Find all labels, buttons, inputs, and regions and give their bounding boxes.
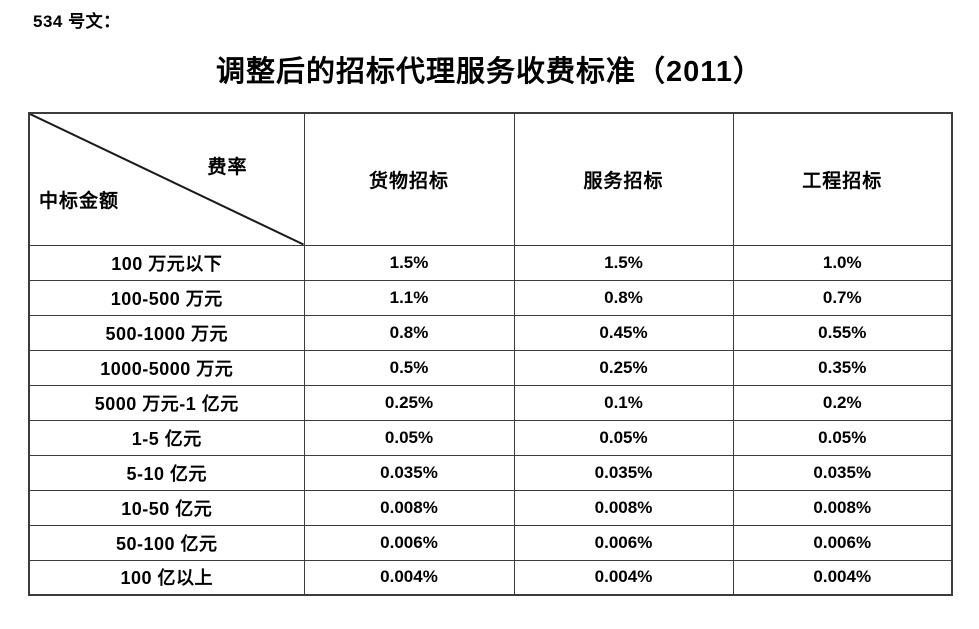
document-number: 534 号文： <box>33 12 121 31</box>
table-row: 100-500 万元 1.1% 0.8% 0.7% <box>28 279 953 316</box>
rate-cell: 0.8% <box>303 314 515 351</box>
table-header-row: 费率 中标金额 货物招标 服务招标 工程招标 <box>28 112 953 246</box>
rate-cell: 0.1% <box>513 384 734 421</box>
corner-label-bid-amount: 中标金额 <box>39 191 120 212</box>
row-label: 10-50 亿元 <box>28 489 305 526</box>
table-row: 1-5 亿元 0.05% 0.05% 0.05% <box>28 419 953 456</box>
rate-cell: 0.55% <box>732 314 953 351</box>
row-label: 50-100 亿元 <box>28 524 305 561</box>
rate-cell: 0.006% <box>732 524 953 561</box>
rate-cell: 0.05% <box>513 419 734 456</box>
table-row: 100 万元以下 1.5% 1.5% 1.0% <box>28 244 953 281</box>
rate-cell: 1.5% <box>513 244 734 281</box>
diagonal-header-cell: 费率 中标金额 <box>28 112 305 246</box>
rate-cell: 0.004% <box>732 559 953 596</box>
row-label: 500-1000 万元 <box>28 314 305 351</box>
rate-cell: 0.008% <box>513 489 734 526</box>
table-row: 5000 万元-1 亿元 0.25% 0.1% 0.2% <box>28 384 953 421</box>
row-label: 5-10 亿元 <box>28 454 305 491</box>
column-header-service-bidding: 服务招标 <box>513 112 734 246</box>
diagonal-line <box>30 114 304 245</box>
rate-cell: 0.45% <box>513 314 734 351</box>
rate-cell: 0.05% <box>732 419 953 456</box>
column-header-engineering-bidding: 工程招标 <box>732 112 953 246</box>
table-row: 10-50 亿元 0.008% 0.008% 0.008% <box>28 489 953 526</box>
rate-cell: 0.8% <box>513 279 734 316</box>
rate-cell: 1.5% <box>303 244 515 281</box>
row-label: 1-5 亿元 <box>28 419 305 456</box>
table-row: 50-100 亿元 0.006% 0.006% 0.006% <box>28 524 953 561</box>
corner-label-rate: 费率 <box>207 157 248 178</box>
rate-cell: 0.25% <box>513 349 734 386</box>
table-row: 5-10 亿元 0.035% 0.035% 0.035% <box>28 454 953 491</box>
table-row: 100 亿以上 0.004% 0.004% 0.004% <box>28 559 953 596</box>
rate-cell: 0.006% <box>303 524 515 561</box>
rate-cell: 0.035% <box>303 454 515 491</box>
rate-cell: 0.7% <box>732 279 953 316</box>
rate-cell: 0.35% <box>732 349 953 386</box>
rate-cell: 0.008% <box>732 489 953 526</box>
table-row: 500-1000 万元 0.8% 0.45% 0.55% <box>28 314 953 351</box>
table-row: 1000-5000 万元 0.5% 0.25% 0.35% <box>28 349 953 386</box>
page-title: 调整后的招标代理服务收费标准（2011） <box>216 56 763 88</box>
rate-cell: 0.05% <box>303 419 515 456</box>
fee-rate-table: 费率 中标金额 货物招标 服务招标 工程招标 100 万元以下 1.5% 1.5… <box>28 112 953 596</box>
rate-cell: 0.2% <box>732 384 953 421</box>
row-label: 5000 万元-1 亿元 <box>28 384 305 421</box>
rate-cell: 1.0% <box>732 244 953 281</box>
rate-cell: 0.006% <box>513 524 734 561</box>
rate-cell: 0.25% <box>303 384 515 421</box>
rate-cell: 0.004% <box>513 559 734 596</box>
row-label: 100 万元以下 <box>28 244 305 281</box>
row-label: 100-500 万元 <box>28 279 305 316</box>
rate-cell: 0.035% <box>513 454 734 491</box>
rate-cell: 0.008% <box>303 489 515 526</box>
row-label: 100 亿以上 <box>28 559 305 596</box>
rate-cell: 0.004% <box>303 559 515 596</box>
column-header-goods-bidding: 货物招标 <box>303 112 515 246</box>
rate-cell: 0.035% <box>732 454 953 491</box>
rate-cell: 1.1% <box>303 279 515 316</box>
rate-cell: 0.5% <box>303 349 515 386</box>
row-label: 1000-5000 万元 <box>28 349 305 386</box>
